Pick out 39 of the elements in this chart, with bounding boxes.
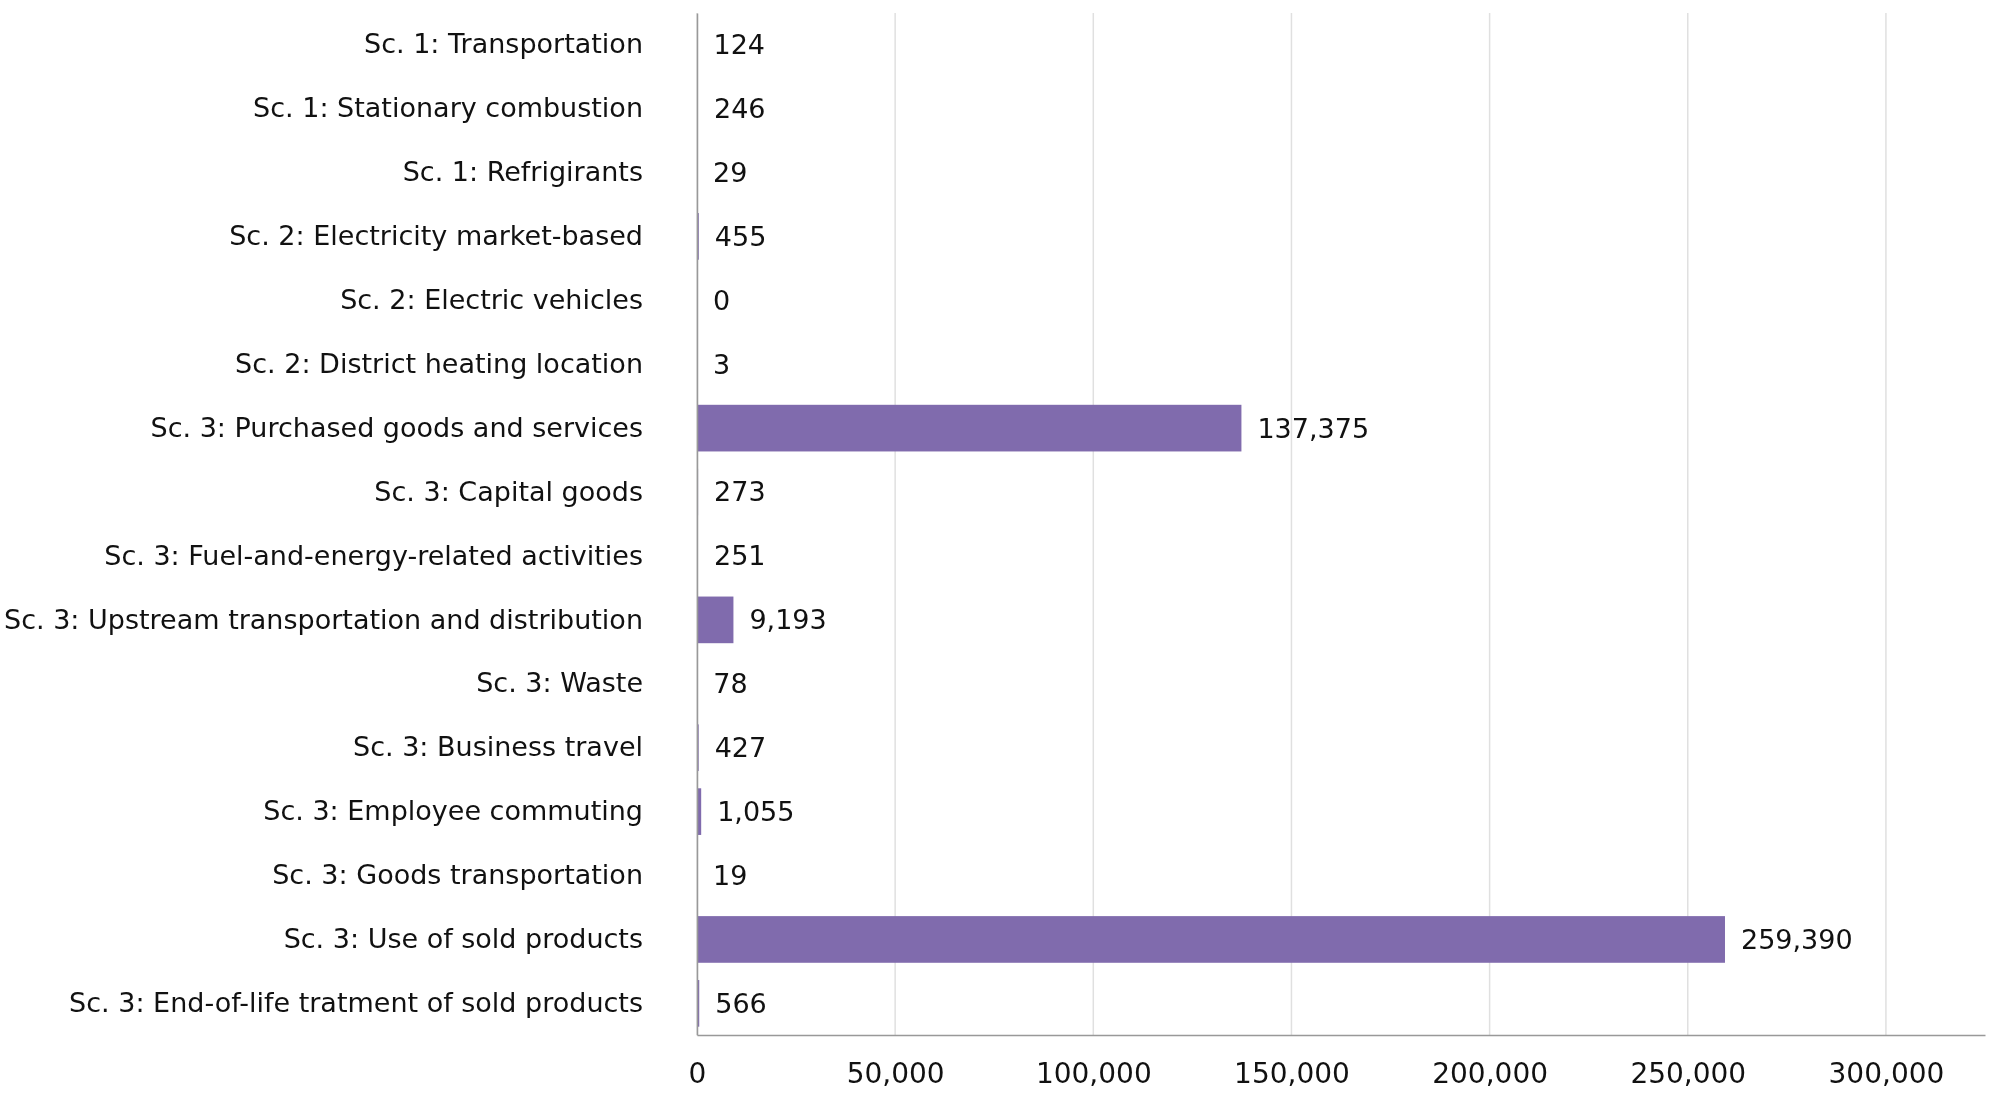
x-tick-label: 50,000: [846, 1056, 945, 1090]
data-label: 566: [715, 987, 767, 1019]
data-label: 3: [713, 348, 731, 380]
data-label: 455: [714, 220, 767, 252]
y-tick-label: Sc. 2: Electric vehicles: [340, 283, 643, 315]
x-tick-label: 250,000: [1630, 1056, 1747, 1090]
x-tick-label: 150,000: [1234, 1056, 1350, 1090]
y-tick-label: Sc. 3: Fuel-and-energy-related activities: [104, 539, 643, 571]
data-label: 246: [713, 93, 766, 124]
y-tick-label: Sc. 3: Business travel: [353, 731, 643, 763]
y-tick-label: Sc. 3: Use of sold products: [283, 923, 643, 955]
data-label: 78: [713, 668, 748, 700]
y-tick-label: Sc. 3: Capital goods: [374, 475, 643, 507]
y-tick-label: Sc. 3: Goods transportation: [272, 859, 643, 891]
x-tick-label: 100,000: [1035, 1056, 1152, 1090]
y-tick-label: Sc. 1: Stationary combustion: [253, 92, 643, 124]
y-tick-label: Sc. 1: Transportation: [364, 28, 643, 60]
y-tick-label: Sc. 3: Employee commuting: [263, 795, 643, 827]
y-tick-label: Sc. 3: Purchased goods and services: [150, 411, 643, 443]
y-tick-label: Sc. 1: Refrigirants: [402, 156, 643, 188]
data-label: 251: [713, 540, 766, 572]
y-tick-label: Sc. 2: District heating location: [235, 347, 643, 379]
data-label: 427: [714, 732, 767, 764]
data-label: 19: [713, 859, 748, 891]
data-label: 124: [713, 29, 766, 61]
data-label: 273: [714, 476, 766, 508]
y-tick-label: Sc. 3: Waste: [476, 667, 643, 699]
data-label: 0: [713, 284, 731, 316]
data-label: 259,390: [1740, 923, 1853, 955]
x-tick-label: 200,000: [1432, 1056, 1549, 1090]
data-label: 9,193: [749, 604, 827, 636]
y-tick-label: Sc. 2: Electricity market-based: [229, 220, 643, 252]
data-label: 1,055: [717, 796, 795, 828]
y-tick-label: Sc. 3: Upstream transportation and distribution: [4, 603, 643, 635]
y-tick-label: Sc. 3: End-of-life tratment of sold products: [69, 987, 643, 1018]
x-tick-label: 300,000: [1828, 1056, 1945, 1090]
x-tick-label: 0: [688, 1056, 707, 1090]
data-label: 29: [713, 156, 748, 188]
data-label: 137,375: [1257, 412, 1370, 444]
